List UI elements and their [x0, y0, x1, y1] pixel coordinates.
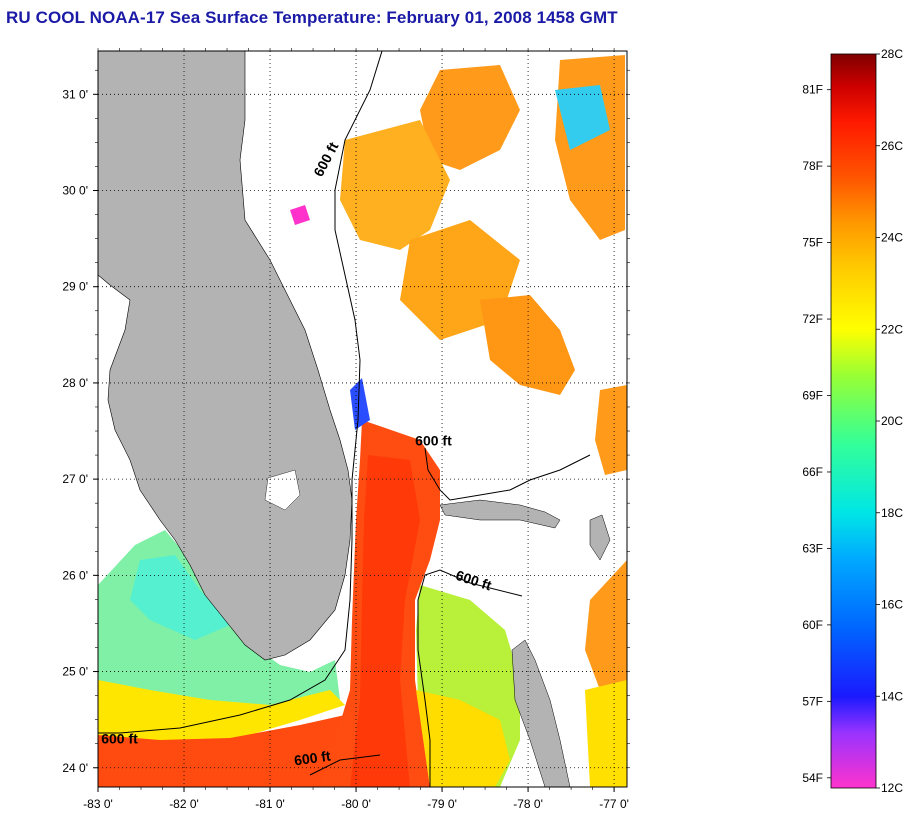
- contour-label-600ft: 600 ft: [101, 731, 138, 747]
- north-scatter-1: [340, 120, 450, 250]
- grand-bahama: [439, 499, 561, 529]
- colorbar-celsius-labels: 28C 26C 24C 22C 20C 18C 16C 14C 12C: [876, 47, 903, 795]
- keys-red-band: [98, 715, 345, 787]
- lon-tick-label: -82 0': [169, 797, 199, 811]
- contour-600ft-bahamas-south: [417, 569, 523, 787]
- map-title: RU COOL NOAA-17 Sea Surface Temperature:…: [6, 8, 618, 27]
- colorbar-fahrenheit-label: 60F: [802, 618, 823, 632]
- lat-tick-label: 31 0': [62, 87, 88, 101]
- contour-600ft-bahamas-north: [424, 447, 591, 501]
- contour-label-600ft: 600 ft: [415, 432, 452, 448]
- lon-tick-label: -79 0': [427, 797, 457, 811]
- lon-tick-label: -83 0': [83, 797, 113, 811]
- colorbar-celsius-label: 26C: [881, 139, 903, 153]
- gulf-stream-core: [350, 455, 420, 787]
- lat-tick-label: 29 0': [62, 280, 88, 294]
- colorbar-celsius-label: 14C: [881, 689, 903, 703]
- latitude-axis: 24 0' 25 0' 26 0' 27 0' 28 0' 29 0' 30 0' 31 0': [62, 69, 630, 775]
- colorbar-celsius-label: 16C: [881, 598, 903, 612]
- florida-land: [98, 51, 353, 661]
- lon-tick-label: -78 0': [513, 797, 543, 811]
- cyan-fringe-1: [555, 85, 610, 150]
- east-yellow-patch: [585, 680, 627, 787]
- lat-tick-label: 30 0': [62, 184, 88, 198]
- colorbar-gradient: [830, 53, 877, 789]
- colorbar-fahrenheit-label: 63F: [802, 541, 823, 555]
- lat-tick-label: 28 0': [62, 376, 88, 390]
- colorbar-fahrenheit-label: 66F: [802, 465, 823, 479]
- colorbar: 28C 26C 24C 22C 20C 18C 16C 14C 12C 81F 78F 75F 72F…: [802, 47, 903, 795]
- mid-orange-patch: [480, 295, 575, 395]
- magenta-fringe-1: [290, 205, 310, 225]
- gulf-cyan-patch: [130, 555, 230, 640]
- north-orange-patch-1: [420, 65, 520, 170]
- colorbar-fahrenheit-label: 72F: [802, 312, 823, 326]
- colorbar-fahrenheit-label: 81F: [802, 83, 823, 97]
- colorbar-celsius-label: 28C: [881, 47, 903, 61]
- map-frame: [97, 50, 628, 788]
- lat-tick-label: 27 0': [62, 472, 88, 486]
- colorbar-fahrenheit-label: 54F: [802, 771, 823, 785]
- lat-tick-label: 24 0': [62, 761, 88, 775]
- lon-tick-label: -80 0': [341, 797, 371, 811]
- lat-tick-label: 26 0': [62, 568, 88, 582]
- colorbar-celsius-label: 20C: [881, 414, 903, 428]
- east-orange-patch: [595, 385, 627, 475]
- contour-600ft-cuba: [309, 754, 381, 776]
- abaco: [589, 514, 611, 561]
- colorbar-celsius-label: 18C: [881, 506, 903, 520]
- longitude-axis: -83 0' -82 0' -81 0' -80 0' -79 0' -78 0' -77 …: [83, 48, 629, 811]
- colorbar-fahrenheit-label: 75F: [802, 236, 823, 250]
- colorbar-fahrenheit-label: 69F: [802, 389, 823, 403]
- contour-600ft-florida: [98, 51, 383, 734]
- bahamas-south-yellow: [416, 690, 510, 787]
- andros: [511, 639, 571, 787]
- lon-tick-label: -81 0': [255, 797, 285, 811]
- east-orange-patch-2: [585, 560, 627, 690]
- sst-fields: [98, 51, 627, 787]
- blue-fringe-1: [350, 378, 370, 430]
- colorbar-celsius-label: 24C: [881, 231, 903, 245]
- colorbar-celsius-label: 22C: [881, 322, 903, 336]
- colorbar-fahrenheit-label: 78F: [802, 159, 823, 173]
- lake-okeechobee: [264, 469, 301, 511]
- lat-tick-label: 25 0': [62, 665, 88, 679]
- colorbar-fahrenheit-labels: 81F 78F 75F 72F 69F 66F 63F 60F 57F 54F: [802, 83, 831, 785]
- contour-label-600ft: 600 ft: [293, 747, 332, 768]
- colorbar-fahrenheit-label: 57F: [802, 694, 823, 708]
- lon-tick-label: -77 0': [599, 797, 629, 811]
- colorbar-celsius-label: 12C: [881, 781, 903, 795]
